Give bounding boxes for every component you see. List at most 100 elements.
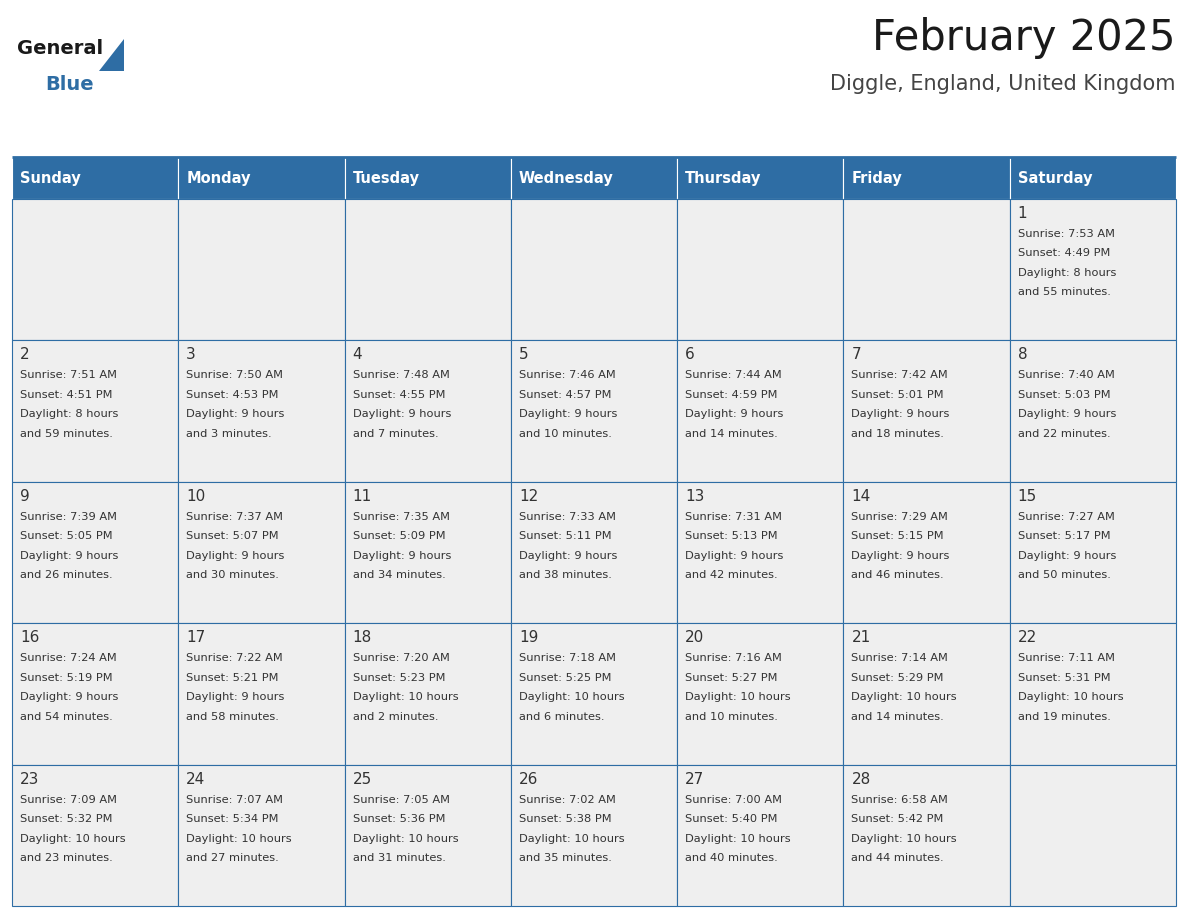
Bar	[12, 199, 178, 341]
Text: 6: 6	[685, 347, 695, 363]
Text: and 14 minutes.: and 14 minutes.	[685, 429, 778, 439]
Text: Sunset: 5:23 PM: Sunset: 5:23 PM	[353, 673, 446, 683]
Bar	[345, 482, 511, 623]
Text: Sunset: 5:07 PM: Sunset: 5:07 PM	[187, 532, 279, 542]
Text: Sunrise: 7:40 AM: Sunrise: 7:40 AM	[1018, 370, 1114, 380]
Text: Sunrise: 7:05 AM: Sunrise: 7:05 AM	[353, 795, 449, 804]
Text: Sunset: 5:01 PM: Sunset: 5:01 PM	[852, 390, 944, 400]
Bar	[12, 341, 178, 482]
Bar	[178, 199, 345, 341]
Text: Sunset: 5:05 PM: Sunset: 5:05 PM	[20, 532, 113, 542]
Text: Daylight: 9 hours: Daylight: 9 hours	[20, 551, 119, 561]
Text: and 6 minutes.: and 6 minutes.	[519, 711, 605, 722]
Text: Daylight: 10 hours: Daylight: 10 hours	[20, 834, 126, 844]
Bar	[12, 765, 178, 906]
Bar	[511, 157, 677, 199]
Bar	[677, 482, 843, 623]
Text: and 59 minutes.: and 59 minutes.	[20, 429, 113, 439]
Text: Sunset: 4:59 PM: Sunset: 4:59 PM	[685, 390, 778, 400]
Text: and 40 minutes.: and 40 minutes.	[685, 853, 778, 863]
Text: Daylight: 10 hours: Daylight: 10 hours	[685, 834, 791, 844]
Text: Daylight: 10 hours: Daylight: 10 hours	[519, 834, 625, 844]
Text: and 18 minutes.: and 18 minutes.	[852, 429, 944, 439]
Text: Daylight: 9 hours: Daylight: 9 hours	[1018, 551, 1116, 561]
Bar	[345, 623, 511, 765]
Text: Daylight: 8 hours: Daylight: 8 hours	[1018, 268, 1116, 278]
Text: and 38 minutes.: and 38 minutes.	[519, 570, 612, 580]
Text: 11: 11	[353, 488, 372, 504]
Text: Sunset: 5:42 PM: Sunset: 5:42 PM	[852, 814, 943, 824]
Text: Daylight: 10 hours: Daylight: 10 hours	[187, 834, 292, 844]
Text: Sunset: 5:09 PM: Sunset: 5:09 PM	[353, 532, 446, 542]
Bar	[511, 482, 677, 623]
Text: Sunset: 5:21 PM: Sunset: 5:21 PM	[187, 673, 279, 683]
Text: Sunrise: 7:48 AM: Sunrise: 7:48 AM	[353, 370, 449, 380]
Bar	[511, 199, 677, 341]
Text: Monday: Monday	[187, 171, 251, 185]
Text: Sunrise: 7:46 AM: Sunrise: 7:46 AM	[519, 370, 615, 380]
Text: Daylight: 10 hours: Daylight: 10 hours	[353, 692, 459, 702]
Text: 27: 27	[685, 772, 704, 787]
Bar	[345, 341, 511, 482]
Text: and 2 minutes.: and 2 minutes.	[353, 711, 438, 722]
Text: Sunrise: 6:58 AM: Sunrise: 6:58 AM	[852, 795, 948, 804]
Text: Daylight: 9 hours: Daylight: 9 hours	[187, 692, 285, 702]
Text: Sunset: 5:25 PM: Sunset: 5:25 PM	[519, 673, 612, 683]
Text: 20: 20	[685, 630, 704, 645]
Text: Daylight: 8 hours: Daylight: 8 hours	[20, 409, 119, 420]
Bar	[843, 482, 1010, 623]
Bar	[511, 765, 677, 906]
Text: Sunrise: 7:27 AM: Sunrise: 7:27 AM	[1018, 512, 1114, 521]
Text: 22: 22	[1018, 630, 1037, 645]
Text: Sunrise: 7:51 AM: Sunrise: 7:51 AM	[20, 370, 116, 380]
Text: 16: 16	[20, 630, 39, 645]
Text: 5: 5	[519, 347, 529, 363]
Text: and 22 minutes.: and 22 minutes.	[1018, 429, 1111, 439]
Bar	[1010, 765, 1176, 906]
Text: and 31 minutes.: and 31 minutes.	[353, 853, 446, 863]
Text: Daylight: 9 hours: Daylight: 9 hours	[20, 692, 119, 702]
Text: Saturday: Saturday	[1018, 171, 1092, 185]
Text: Sunrise: 7:50 AM: Sunrise: 7:50 AM	[187, 370, 283, 380]
Text: Daylight: 10 hours: Daylight: 10 hours	[852, 834, 958, 844]
Bar	[178, 623, 345, 765]
Text: Daylight: 9 hours: Daylight: 9 hours	[852, 551, 949, 561]
Text: and 23 minutes.: and 23 minutes.	[20, 853, 113, 863]
Text: and 35 minutes.: and 35 minutes.	[519, 853, 612, 863]
Bar	[178, 341, 345, 482]
Text: Daylight: 9 hours: Daylight: 9 hours	[353, 409, 451, 420]
Bar	[677, 765, 843, 906]
Text: Sunrise: 7:44 AM: Sunrise: 7:44 AM	[685, 370, 782, 380]
Text: General: General	[17, 39, 103, 58]
Text: Sunrise: 7:53 AM: Sunrise: 7:53 AM	[1018, 229, 1114, 239]
Text: Daylight: 9 hours: Daylight: 9 hours	[685, 551, 784, 561]
Text: Daylight: 10 hours: Daylight: 10 hours	[852, 692, 958, 702]
Text: Daylight: 9 hours: Daylight: 9 hours	[852, 409, 949, 420]
Text: Sunrise: 7:37 AM: Sunrise: 7:37 AM	[187, 512, 283, 521]
Text: Tuesday: Tuesday	[353, 171, 419, 185]
Text: Daylight: 9 hours: Daylight: 9 hours	[353, 551, 451, 561]
Text: and 30 minutes.: and 30 minutes.	[187, 570, 279, 580]
Text: Sunset: 5:03 PM: Sunset: 5:03 PM	[1018, 390, 1111, 400]
Text: Sunrise: 7:09 AM: Sunrise: 7:09 AM	[20, 795, 116, 804]
Text: Sunrise: 7:24 AM: Sunrise: 7:24 AM	[20, 654, 116, 663]
Text: 4: 4	[353, 347, 362, 363]
Bar	[843, 341, 1010, 482]
Text: 23: 23	[20, 772, 39, 787]
Text: Daylight: 9 hours: Daylight: 9 hours	[519, 551, 618, 561]
Text: Sunrise: 7:39 AM: Sunrise: 7:39 AM	[20, 512, 116, 521]
Text: 2: 2	[20, 347, 30, 363]
Text: 13: 13	[685, 488, 704, 504]
Text: Sunrise: 7:33 AM: Sunrise: 7:33 AM	[519, 512, 615, 521]
Text: 26: 26	[519, 772, 538, 787]
Text: Sunset: 4:51 PM: Sunset: 4:51 PM	[20, 390, 113, 400]
Text: Sunset: 4:49 PM: Sunset: 4:49 PM	[1018, 249, 1110, 259]
Text: and 7 minutes.: and 7 minutes.	[353, 429, 438, 439]
Text: Daylight: 10 hours: Daylight: 10 hours	[519, 692, 625, 702]
Text: Sunrise: 7:02 AM: Sunrise: 7:02 AM	[519, 795, 615, 804]
Bar	[677, 623, 843, 765]
Text: Daylight: 9 hours: Daylight: 9 hours	[685, 409, 784, 420]
Text: 8: 8	[1018, 347, 1028, 363]
Text: Sunset: 4:53 PM: Sunset: 4:53 PM	[187, 390, 279, 400]
Text: and 10 minutes.: and 10 minutes.	[685, 711, 778, 722]
